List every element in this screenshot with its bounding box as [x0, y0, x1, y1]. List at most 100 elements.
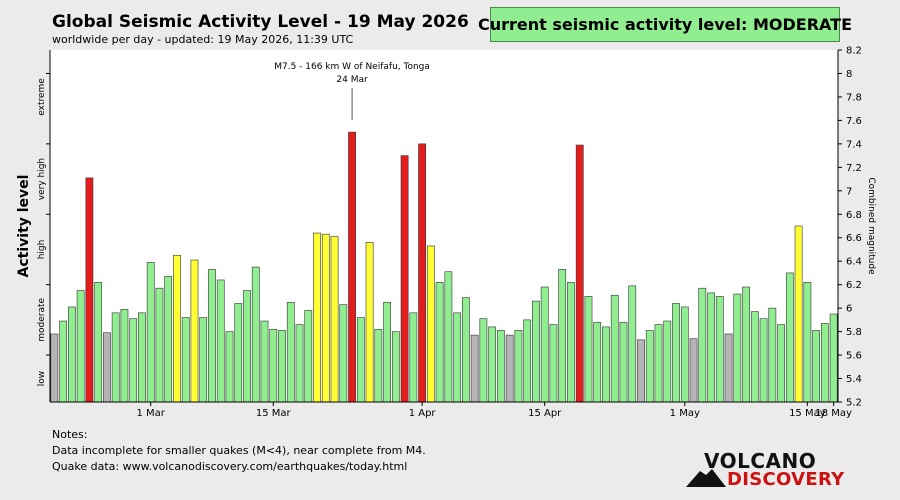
bar-day-38: [374, 328, 383, 403]
bar-day-20: [216, 279, 225, 403]
bar-day-75: [698, 287, 707, 403]
bar-day-74: [689, 338, 698, 403]
bar-day-57: [540, 286, 549, 403]
bar-day-72: [672, 303, 680, 403]
bar-day-1: [50, 333, 59, 403]
bar-day-59: [558, 269, 567, 403]
x-tick-label-18-May: 18 May: [815, 408, 852, 419]
bar-day-67: [628, 285, 637, 403]
bar-day-19: [208, 269, 216, 403]
right-tick-label-7.4: 7.4: [846, 139, 862, 150]
right-tick-label-5.2: 5.2: [846, 398, 862, 409]
right-tick-label-7.2: 7.2: [846, 163, 862, 174]
bar-day-78: [724, 333, 733, 403]
bar-day-10: [129, 318, 138, 403]
annotation-label: M7.5 - 166 km W of Neifafu, Tonga: [274, 62, 430, 72]
bar-day-62: [584, 296, 593, 403]
y2-axis-title: Combined magnitude: [866, 177, 876, 275]
bar-day-41: [400, 155, 409, 403]
x-tick-label-1-Apr: 1 Apr: [409, 408, 437, 419]
bar-day-63: [593, 321, 602, 403]
bar-day-14: [164, 276, 173, 403]
bar-day-61: [575, 144, 584, 403]
x-tick-label-1-May: 1 May: [670, 408, 700, 419]
bar-day-28: [286, 301, 295, 403]
logo-text-discovery: DISCOVERY: [727, 469, 845, 490]
bar-day-58: [549, 324, 558, 403]
bar-day-68: [637, 339, 645, 403]
right-tick-label-8.2: 8.2: [846, 46, 862, 57]
bar-day-2: [59, 320, 68, 403]
bar-day-47: [453, 312, 462, 403]
notes-line-2: Quake data: www.volcanodiscovery.com/ear…: [52, 460, 408, 473]
level-label-high: high: [37, 240, 47, 260]
bar-day-27: [278, 330, 286, 403]
bar-day-77: [715, 296, 724, 403]
bar-day-44: [426, 245, 435, 403]
bar-day-45: [435, 282, 444, 403]
notes-heading: Notes:: [52, 428, 88, 441]
chart-title: Global Seismic Activity Level - 19 May 2…: [52, 12, 469, 32]
bar-day-73: [680, 306, 689, 403]
bar-day-48: [462, 297, 470, 403]
bar-day-31: [313, 232, 321, 403]
bar-day-51: [488, 326, 497, 403]
bar-day-32: [321, 233, 330, 403]
bar-day-82: [759, 318, 768, 403]
volcanodiscovery-logo: VOLCANO DISCOVERY: [686, 449, 854, 490]
x-tick-label-15-Mar: 15 Mar: [256, 408, 292, 419]
bar-day-88: [812, 330, 820, 403]
bar-day-60: [567, 282, 575, 403]
bar-day-16: [181, 317, 190, 403]
bar-day-85: [785, 272, 794, 403]
x-tick-label-15-May: 15 May: [789, 408, 826, 419]
bar-day-35: [348, 131, 356, 403]
right-tick-label-6: 6: [846, 304, 852, 315]
right-tick-label-5.4: 5.4: [846, 374, 862, 385]
activity-status-text: Current seismic activity level: MODERATE: [477, 15, 853, 34]
activity-status-badge: Current seismic activity level: MODERATE: [478, 7, 852, 42]
bar-day-6: [94, 282, 103, 403]
right-tick-label-7.6: 7.6: [846, 116, 862, 127]
bar-day-49: [470, 334, 479, 403]
bar-day-46: [444, 271, 453, 403]
bar-day-50: [479, 318, 488, 403]
annotation-date: 24 Mar: [336, 75, 368, 85]
bar-day-39: [383, 301, 391, 403]
bar-day-8: [111, 312, 120, 403]
bar-day-24: [251, 266, 260, 403]
bar-day-89: [820, 323, 829, 403]
bar-day-71: [663, 320, 672, 403]
x-tick-label-1-Mar: 1 Mar: [136, 408, 165, 419]
bar-day-81: [750, 311, 759, 403]
bar-day-5: [85, 177, 94, 403]
bar-day-22: [234, 303, 243, 403]
bar-day-34: [339, 304, 348, 403]
bar-day-80: [742, 286, 750, 403]
bar-day-4: [76, 290, 85, 403]
bar-day-23: [243, 290, 251, 403]
right-tick-label-5.6: 5.6: [846, 351, 862, 362]
bar-day-30: [304, 310, 313, 403]
volcano-icon: [686, 469, 726, 487]
bar-day-36: [356, 317, 365, 403]
bar-day-54: [514, 330, 523, 403]
y-axis-title: Activity level: [16, 175, 32, 278]
bar-day-15: [173, 255, 181, 403]
right-tick-label-7.8: 7.8: [846, 92, 862, 103]
plot-area: [50, 50, 838, 402]
bar-day-52: [497, 330, 505, 403]
bar-day-18: [199, 317, 208, 403]
chart-subtitle: worldwide per day - updated: 19 May 2026…: [52, 33, 354, 46]
logo-text-volcano: VOLCANO: [704, 449, 817, 473]
bar-day-3: [68, 306, 76, 403]
bar-day-79: [733, 293, 742, 403]
level-label-moderate: moderate: [37, 298, 47, 342]
bar-day-21: [225, 331, 234, 403]
right-tick-label-6.6: 6.6: [846, 233, 862, 244]
bar-day-76: [707, 292, 715, 403]
bar-day-40: [391, 331, 400, 403]
bar-day-69: [645, 330, 654, 403]
notes-line-1: Data incomplete for smaller quakes (M<4)…: [52, 444, 426, 457]
